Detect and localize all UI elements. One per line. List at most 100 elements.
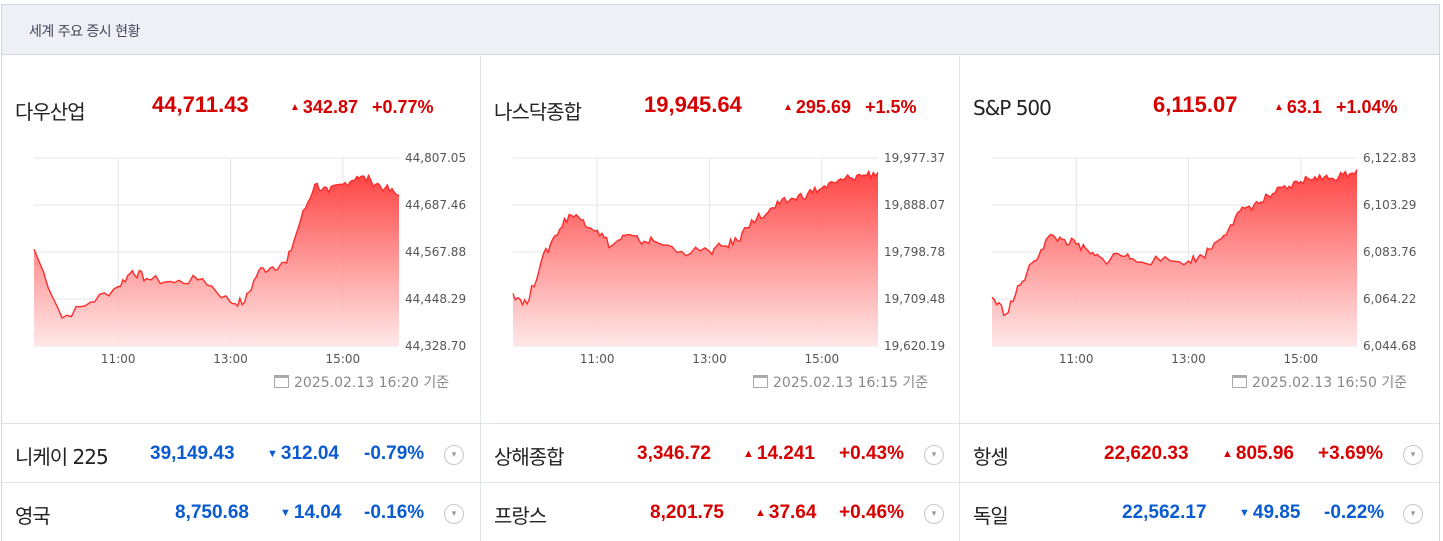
change-amount: 63.1 bbox=[1286, 97, 1322, 117]
x-tick-label: 11:00 bbox=[1059, 352, 1094, 366]
triangle-down-icon: ▼ bbox=[1239, 507, 1250, 519]
chevron-down-circle-icon[interactable]: ▾ bbox=[924, 504, 944, 524]
market-name: 상해종합 bbox=[494, 445, 565, 469]
price-area bbox=[34, 175, 399, 346]
timestamp-text: 2025.02.13 16:20 기준 bbox=[294, 375, 450, 391]
triangle-up-icon: ▲ bbox=[743, 448, 754, 460]
triangle-up-icon: ▲ bbox=[290, 102, 300, 113]
market-percent: -0.79% bbox=[364, 443, 425, 464]
timestamp: 2025.02.13 16:20 기준 bbox=[274, 372, 449, 392]
y-tick-label: 19,798.78 bbox=[884, 245, 945, 259]
y-tick-label: 44,448.29 bbox=[405, 292, 466, 306]
price-line bbox=[33, 173, 400, 319]
market-value: 39,149.43 bbox=[150, 443, 235, 464]
market-name: 니케이 225 bbox=[15, 445, 109, 469]
index-name: S&P 500 bbox=[973, 96, 1052, 120]
market-change: ▼ 49.85 bbox=[1239, 502, 1300, 524]
market-value: 3,346.72 bbox=[637, 443, 711, 464]
triangle-up-icon: ▲ bbox=[1222, 448, 1233, 460]
y-tick-label: 19,709.48 bbox=[884, 292, 945, 306]
x-tick-label: 13:00 bbox=[213, 352, 248, 366]
chevron-down-circle-icon[interactable]: ▾ bbox=[444, 504, 464, 524]
market-percent: +3.69% bbox=[1318, 443, 1383, 464]
price-line bbox=[512, 169, 879, 307]
market-row-uk[interactable]: 영국 8,750.68 ▼ 14.04 -0.16% ▾ bbox=[2, 482, 481, 541]
triangle-up-icon: ▲ bbox=[783, 102, 793, 113]
chevron-down-circle-icon[interactable]: ▾ bbox=[1403, 445, 1423, 465]
change-percent: +0.77% bbox=[371, 97, 434, 117]
y-tick-label: 6,064.22 bbox=[1363, 292, 1416, 306]
change-amount: 49.85 bbox=[1252, 502, 1301, 523]
y-tick-label: 19,977.37 bbox=[884, 151, 945, 165]
market-change: ▲ 37.64 bbox=[755, 502, 816, 524]
change-amount: 37.64 bbox=[768, 502, 817, 523]
y-tick-label: 6,083.76 bbox=[1363, 245, 1416, 259]
market-row-hangseng[interactable]: 항셍 22,620.33 ▲ 805.96 +3.69% ▾ bbox=[960, 423, 1439, 482]
triangle-down-icon: ▼ bbox=[267, 448, 278, 460]
index-change: ▲ 63.1 +1.04% bbox=[1274, 97, 1398, 118]
market-change: ▲ 14.241 bbox=[743, 443, 815, 465]
market-percent: +0.46% bbox=[839, 502, 904, 523]
price-line bbox=[991, 169, 1358, 317]
change-amount: 805.96 bbox=[1235, 443, 1295, 464]
chevron-down-circle-icon[interactable]: ▾ bbox=[1403, 504, 1423, 524]
market-change: ▼ 312.04 bbox=[267, 443, 339, 465]
timestamp: 2025.02.13 16:50 기준 bbox=[1232, 372, 1407, 392]
chevron-down-circle-icon[interactable]: ▾ bbox=[924, 445, 944, 465]
market-row-nikkei[interactable]: 니케이 225 39,149.43 ▼ 312.04 -0.79% ▾ bbox=[2, 423, 481, 482]
index-panel-dow[interactable]: 다우산업 44,711.43 ▲ 342.87 +0.77% 44,807.05 44… bbox=[2, 56, 481, 423]
x-tick-label: 15:00 bbox=[805, 352, 840, 366]
timestamp: 2025.02.13 16:15 기준 bbox=[753, 372, 928, 392]
widget-title: 세계 주요 증시 현황 bbox=[29, 24, 140, 40]
intraday-chart: 44,807.05 44,687.46 44,567.88 44,448.29 44,3… bbox=[33, 151, 466, 366]
y-tick-label: 19,888.07 bbox=[884, 198, 945, 212]
index-panel-nasdaq[interactable]: 나스닥종합 19,945.64 ▲ 295.69 +1.5% 19,977.37 19… bbox=[481, 56, 960, 423]
change-amount: 14.241 bbox=[756, 443, 816, 464]
market-row-france[interactable]: 프랑스 8,201.75 ▲ 37.64 +0.46% ▾ bbox=[481, 482, 960, 541]
index-panel-sp500[interactable]: S&P 500 6,115.07 ▲ 63.1 +1.04% 6,122.83 6,1… bbox=[960, 56, 1439, 423]
timestamp-text: 2025.02.13 16:15 기준 bbox=[773, 375, 929, 391]
y-tick-label: 19,620.19 bbox=[884, 339, 945, 353]
market-name: 프랑스 bbox=[494, 504, 547, 528]
price-area bbox=[992, 169, 1357, 346]
change-amount: 295.69 bbox=[795, 97, 851, 117]
y-tick-label: 44,567.88 bbox=[405, 245, 466, 259]
index-value: 19,945.64 bbox=[644, 92, 742, 117]
index-name: 나스닥종합 bbox=[494, 100, 582, 124]
market-value: 22,620.33 bbox=[1104, 443, 1189, 464]
intraday-chart: 19,977.37 19,888.07 19,798.78 19,709.48 19,6… bbox=[512, 151, 945, 366]
chevron-down-circle-icon[interactable]: ▾ bbox=[444, 445, 464, 465]
calendar-icon bbox=[1232, 375, 1247, 388]
market-name: 영국 bbox=[15, 504, 51, 528]
change-amount: 342.87 bbox=[302, 97, 358, 117]
market-percent: -0.22% bbox=[1324, 502, 1385, 523]
index-name: 다우산업 bbox=[15, 100, 86, 124]
y-tick-label: 44,807.05 bbox=[405, 151, 466, 165]
change-amount: 14.04 bbox=[293, 502, 342, 523]
y-tick-label: 6,044.68 bbox=[1363, 339, 1416, 353]
index-change: ▲ 295.69 +1.5% bbox=[783, 97, 917, 118]
x-tick-label: 13:00 bbox=[692, 352, 727, 366]
index-change: ▲ 342.87 +0.77% bbox=[290, 97, 434, 118]
market-row-germany[interactable]: 독일 22,562.17 ▼ 49.85 -0.22% ▾ bbox=[960, 482, 1439, 541]
price-area bbox=[513, 171, 878, 346]
index-value: 6,115.07 bbox=[1153, 92, 1238, 117]
change-percent: +1.5% bbox=[864, 97, 917, 117]
market-percent: -0.16% bbox=[364, 502, 425, 523]
y-tick-label: 6,122.83 bbox=[1363, 151, 1416, 165]
market-change: ▼ 14.04 bbox=[280, 502, 341, 524]
triangle-up-icon: ▲ bbox=[1274, 102, 1284, 113]
calendar-icon bbox=[753, 375, 768, 388]
calendar-icon bbox=[274, 375, 289, 388]
y-tick-label: 6,103.29 bbox=[1363, 198, 1416, 212]
x-tick-label: 11:00 bbox=[580, 352, 615, 366]
market-value: 8,201.75 bbox=[650, 502, 724, 523]
triangle-down-icon: ▼ bbox=[280, 507, 291, 519]
x-tick-label: 13:00 bbox=[1171, 352, 1206, 366]
market-name: 독일 bbox=[973, 504, 1009, 528]
y-tick-label: 44,687.46 bbox=[405, 198, 466, 212]
widget-header: 세계 주요 증시 현황 bbox=[2, 5, 1439, 55]
x-tick-label: 11:00 bbox=[101, 352, 136, 366]
market-value: 22,562.17 bbox=[1122, 502, 1207, 523]
market-row-shanghai[interactable]: 상해종합 3,346.72 ▲ 14.241 +0.43% ▾ bbox=[481, 423, 960, 482]
